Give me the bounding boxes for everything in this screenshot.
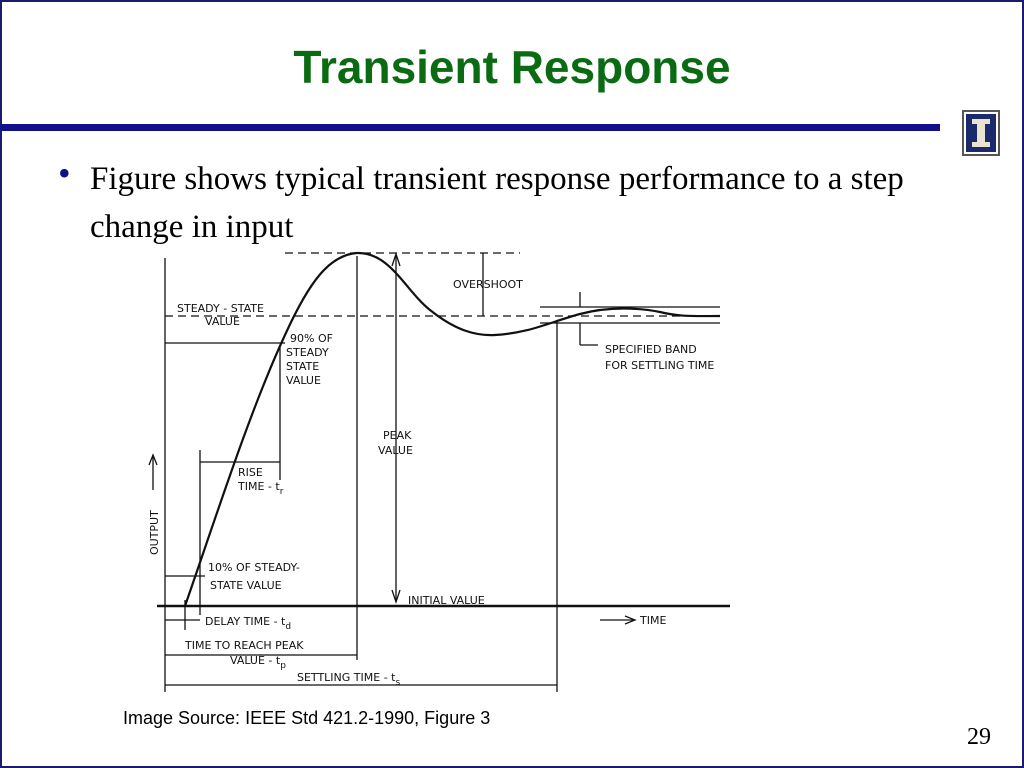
arrow-head bbox=[624, 615, 637, 625]
label-text: SETTLING TIME - t bbox=[297, 671, 396, 684]
label: TIME - tr bbox=[237, 480, 284, 497]
label: PEAK bbox=[383, 429, 412, 442]
label-text: TIME - t bbox=[237, 480, 280, 493]
label: DELAY TIME - td bbox=[205, 615, 291, 632]
title-rule bbox=[0, 124, 940, 131]
slide-title: Transient Response bbox=[293, 41, 731, 93]
label-sub: s bbox=[395, 678, 400, 688]
response-curve bbox=[183, 251, 721, 607]
label: OUTPUT bbox=[148, 510, 161, 555]
label-sub: d bbox=[285, 622, 291, 632]
arrow-head bbox=[391, 589, 401, 605]
image-source: Image Source: IEEE Std 421.2-1990, Figur… bbox=[123, 708, 491, 728]
label: VALUE - tp bbox=[230, 654, 286, 671]
label-sub: r bbox=[280, 487, 284, 497]
label: VALUE bbox=[378, 444, 413, 457]
label: INITIAL VALUE bbox=[408, 594, 485, 607]
label-text: VALUE - t bbox=[230, 654, 281, 667]
label-text: DELAY TIME - t bbox=[205, 615, 286, 628]
label: FOR SETTLING TIME bbox=[605, 359, 714, 372]
label: 10% OF STEADY- bbox=[208, 561, 300, 574]
label: TIME bbox=[639, 614, 666, 627]
label: SETTLING TIME - ts bbox=[297, 671, 400, 688]
label: RISE bbox=[238, 466, 263, 479]
label: 90% OF bbox=[290, 332, 333, 345]
page-number: 29 bbox=[967, 724, 991, 750]
label: STATE bbox=[286, 360, 319, 373]
label: TIME TO REACH PEAK bbox=[184, 639, 304, 652]
label: STATE VALUE bbox=[210, 579, 282, 592]
logo bbox=[962, 110, 1000, 156]
bullet-dot: • bbox=[58, 153, 71, 193]
label-sub: p bbox=[280, 661, 286, 671]
label: STEADY bbox=[286, 346, 329, 359]
label: OVERSHOOT bbox=[453, 278, 523, 291]
label: VALUE bbox=[205, 315, 240, 328]
arrow-head bbox=[391, 251, 401, 267]
label: STEADY - STATE bbox=[177, 302, 264, 315]
bullet-text: Figure shows typical transient response … bbox=[90, 161, 904, 245]
label: SPECIFIED BAND bbox=[605, 343, 697, 356]
label: VALUE bbox=[286, 374, 321, 387]
arrow-head bbox=[148, 453, 158, 466]
